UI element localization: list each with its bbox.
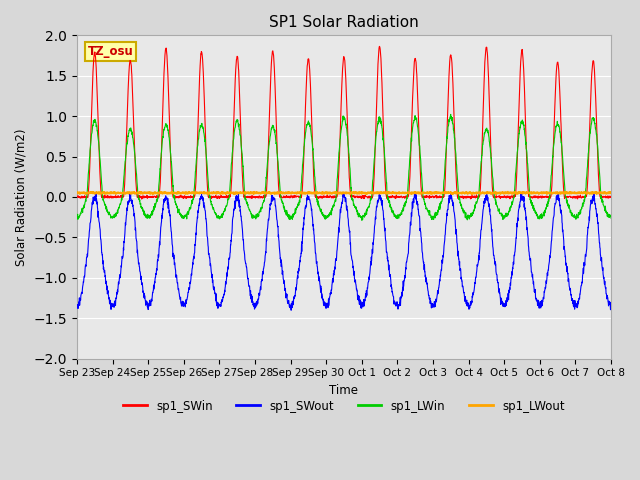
Title: SP1 Solar Radiation: SP1 Solar Radiation: [269, 15, 419, 30]
X-axis label: Time: Time: [330, 384, 358, 397]
Legend: sp1_SWin, sp1_SWout, sp1_LWin, sp1_LWout: sp1_SWin, sp1_SWout, sp1_LWin, sp1_LWout: [118, 395, 570, 417]
Text: TZ_osu: TZ_osu: [88, 45, 133, 58]
Y-axis label: Solar Radiation (W/m2): Solar Radiation (W/m2): [15, 128, 28, 266]
